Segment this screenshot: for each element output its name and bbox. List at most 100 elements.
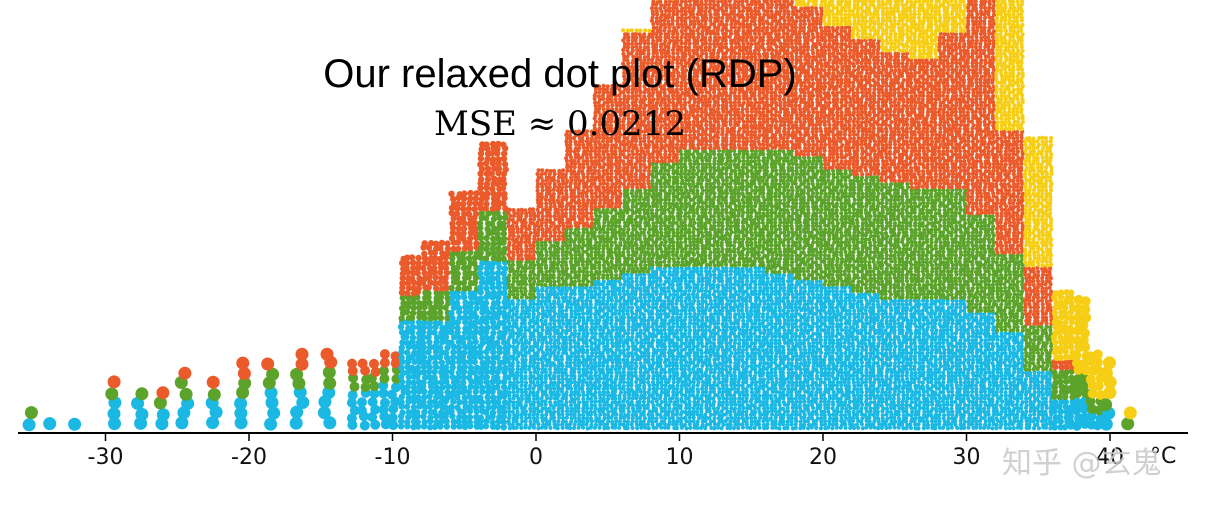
dot	[548, 322, 552, 326]
dot	[634, 312, 638, 316]
dot	[667, 250, 671, 254]
dot	[601, 208, 605, 212]
dot	[647, 29, 651, 33]
dot	[666, 172, 670, 176]
dot	[560, 325, 564, 329]
dot	[633, 198, 637, 202]
dot	[622, 348, 626, 352]
dot	[666, 19, 670, 23]
dot	[511, 367, 515, 371]
dot	[548, 185, 552, 189]
dot	[662, 172, 666, 176]
dot	[535, 416, 539, 420]
dot	[524, 381, 528, 385]
dot	[569, 325, 573, 329]
dot	[647, 374, 651, 378]
dot	[548, 257, 552, 261]
dot	[647, 169, 651, 173]
dot	[643, 28, 647, 32]
dot	[552, 273, 556, 277]
dot	[621, 159, 625, 163]
dot	[589, 390, 593, 394]
dot	[501, 290, 507, 296]
dot	[597, 169, 601, 173]
dot	[663, 13, 667, 17]
dot	[490, 419, 496, 425]
dot	[638, 387, 642, 391]
dot	[574, 237, 578, 241]
dot	[610, 198, 614, 202]
dot	[630, 188, 634, 192]
dot	[572, 205, 576, 209]
dot	[501, 419, 507, 425]
dot	[577, 413, 581, 417]
dot	[508, 208, 512, 212]
dot	[659, 205, 663, 209]
dot	[572, 374, 576, 378]
dot	[404, 350, 410, 356]
dot	[553, 400, 557, 404]
dot	[552, 234, 556, 238]
dot	[635, 202, 639, 206]
dot	[460, 335, 466, 341]
dot	[597, 260, 601, 264]
dot	[516, 302, 520, 306]
dot	[642, 364, 646, 368]
dot	[577, 273, 581, 277]
dot	[655, 416, 659, 420]
dot	[561, 416, 565, 420]
dot	[597, 162, 601, 166]
dot	[589, 423, 593, 427]
dot	[659, 358, 663, 362]
dot	[634, 351, 638, 355]
dot	[467, 414, 473, 420]
dot	[617, 358, 621, 362]
dot	[448, 404, 454, 410]
dot	[539, 266, 543, 270]
dot	[415, 394, 421, 400]
dot	[544, 319, 548, 323]
dot	[585, 410, 589, 414]
dot	[617, 198, 621, 202]
dot	[541, 227, 545, 231]
dot	[557, 279, 561, 283]
dot	[589, 270, 593, 274]
dot	[630, 280, 634, 284]
dot	[207, 376, 220, 389]
dot	[532, 277, 536, 281]
dot	[605, 215, 609, 219]
dot	[598, 270, 602, 274]
dot	[437, 256, 443, 262]
dot	[502, 161, 508, 167]
dot	[539, 332, 543, 336]
dot	[531, 293, 535, 297]
dot	[556, 296, 560, 300]
dot	[512, 381, 516, 385]
dot	[508, 289, 512, 293]
dot	[296, 348, 309, 361]
dot	[614, 218, 618, 222]
dot	[576, 153, 580, 157]
dot	[635, 251, 639, 255]
dot	[662, 189, 666, 193]
dot	[556, 179, 560, 183]
dot	[511, 208, 515, 212]
dot	[455, 271, 461, 277]
dot	[651, 10, 655, 14]
dot	[606, 182, 610, 186]
dot	[635, 28, 639, 32]
dot	[494, 424, 500, 430]
dot	[485, 241, 491, 247]
dot	[646, 380, 650, 384]
dot	[564, 260, 568, 264]
dot	[502, 365, 508, 371]
dot	[527, 312, 531, 316]
dot	[638, 45, 642, 49]
dot	[477, 395, 483, 401]
dot	[477, 161, 483, 167]
dot	[585, 416, 589, 420]
dot	[585, 293, 589, 297]
dot	[560, 276, 564, 280]
dot	[667, 289, 671, 293]
dot	[564, 390, 568, 394]
